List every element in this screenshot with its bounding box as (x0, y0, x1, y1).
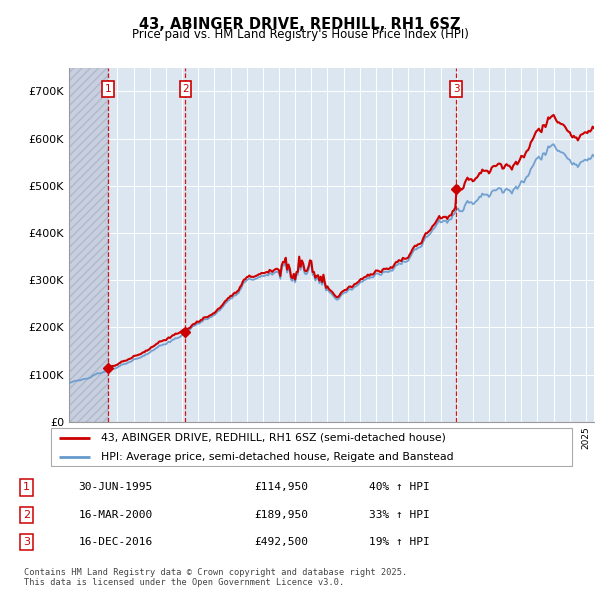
Text: 2: 2 (182, 84, 189, 94)
Text: 16-DEC-2016: 16-DEC-2016 (78, 537, 152, 547)
Text: 30-JUN-1995: 30-JUN-1995 (78, 483, 152, 493)
Text: 33% ↑ HPI: 33% ↑ HPI (369, 510, 430, 520)
Text: Contains HM Land Registry data © Crown copyright and database right 2025.
This d: Contains HM Land Registry data © Crown c… (24, 568, 407, 587)
Text: 19% ↑ HPI: 19% ↑ HPI (369, 537, 430, 547)
Text: HPI: Average price, semi-detached house, Reigate and Banstead: HPI: Average price, semi-detached house,… (101, 452, 454, 462)
Text: 40% ↑ HPI: 40% ↑ HPI (369, 483, 430, 493)
Text: 1: 1 (105, 84, 112, 94)
Text: 3: 3 (453, 84, 460, 94)
Text: 16-MAR-2000: 16-MAR-2000 (78, 510, 152, 520)
Text: 3: 3 (23, 537, 30, 547)
Text: £492,500: £492,500 (254, 537, 308, 547)
Text: Price paid vs. HM Land Registry's House Price Index (HPI): Price paid vs. HM Land Registry's House … (131, 28, 469, 41)
FancyBboxPatch shape (50, 428, 572, 467)
Text: £189,950: £189,950 (254, 510, 308, 520)
Text: 43, ABINGER DRIVE, REDHILL, RH1 6SZ: 43, ABINGER DRIVE, REDHILL, RH1 6SZ (139, 17, 461, 31)
Text: 1: 1 (23, 483, 30, 493)
Text: £114,950: £114,950 (254, 483, 308, 493)
Text: 43, ABINGER DRIVE, REDHILL, RH1 6SZ (semi-detached house): 43, ABINGER DRIVE, REDHILL, RH1 6SZ (sem… (101, 432, 446, 442)
Text: 2: 2 (23, 510, 30, 520)
